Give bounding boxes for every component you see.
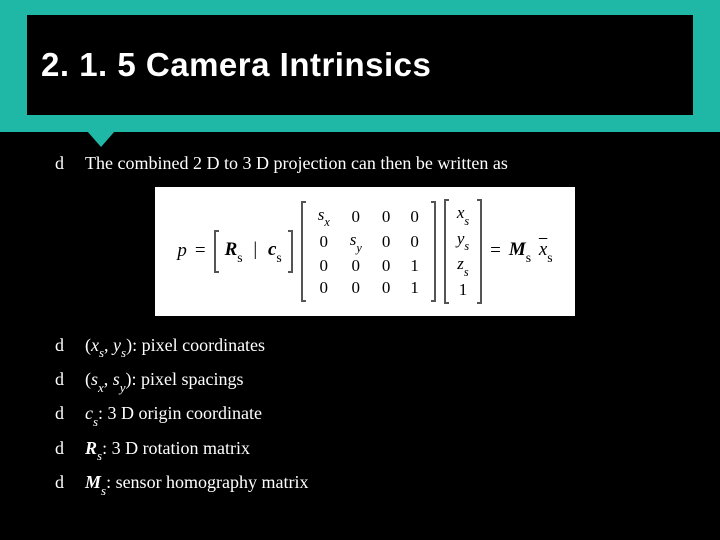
list-item: d cs: 3 D origin coordinate: [55, 402, 675, 428]
slide: 2. 1. 5 Camera Intrinsics d The combined…: [0, 0, 720, 540]
bullet-icon: d: [55, 402, 85, 425]
eq-Rs-sub: s: [237, 250, 242, 265]
eq-vector: xs ys zs 1: [444, 199, 482, 303]
list-item: d Ms: sensor homography matrix: [55, 471, 675, 497]
list-item: d (xs, ys): pixel coordinates: [55, 334, 675, 360]
eq-4x4-matrix: sx 0 0 0 0 sy 0 0 0 0: [301, 201, 436, 302]
slide-title: 2. 1. 5 Camera Intrinsics: [41, 46, 431, 84]
bullet-icon: d: [55, 152, 85, 175]
vector-table: xs ys zs 1: [451, 202, 475, 300]
list-item: d (sx, sy): pixel spacings: [55, 368, 675, 394]
eq-lhs: p: [177, 240, 187, 262]
eq-equals-2: =: [490, 240, 501, 262]
equation: p = Rs | cs sx: [155, 187, 574, 315]
definition-list: d (xs, ys): pixel coordinates d (sx, sy)…: [55, 334, 675, 498]
equation-container: p = Rs | cs sx: [55, 187, 675, 315]
bullet-icon: d: [55, 368, 85, 391]
item-text-4: Ms: sensor homography matrix: [85, 471, 309, 497]
eq-Rs-R: R: [225, 239, 238, 260]
pointer-triangle-icon: [87, 131, 115, 147]
eq-rhs: Ms xs: [509, 239, 553, 264]
eq-aug-sep: |: [253, 239, 257, 260]
intro-bullet: d The combined 2 D to 3 D projection can…: [55, 152, 675, 175]
item-text-1: (sx, sy): pixel spacings: [85, 368, 244, 394]
title-box: 2. 1. 5 Camera Intrinsics: [27, 15, 693, 115]
eq-equals-1: =: [195, 240, 206, 262]
matrix-table: sx 0 0 0 0 sy 0 0 0 0: [308, 204, 429, 299]
bullet-icon: d: [55, 334, 85, 357]
content-area: d The combined 2 D to 3 D projection can…: [55, 152, 675, 506]
eq-cs-sub: s: [276, 250, 281, 265]
eq-augmented-matrix: Rs | cs: [214, 230, 293, 273]
item-text-3: Rs: 3 D rotation matrix: [85, 437, 250, 463]
intro-text: The combined 2 D to 3 D projection can t…: [85, 152, 508, 175]
item-text-2: cs: 3 D origin coordinate: [85, 402, 262, 428]
bullet-icon: d: [55, 437, 85, 460]
list-item: d Rs: 3 D rotation matrix: [55, 437, 675, 463]
bullet-icon: d: [55, 471, 85, 494]
item-text-0: (xs, ys): pixel coordinates: [85, 334, 265, 360]
